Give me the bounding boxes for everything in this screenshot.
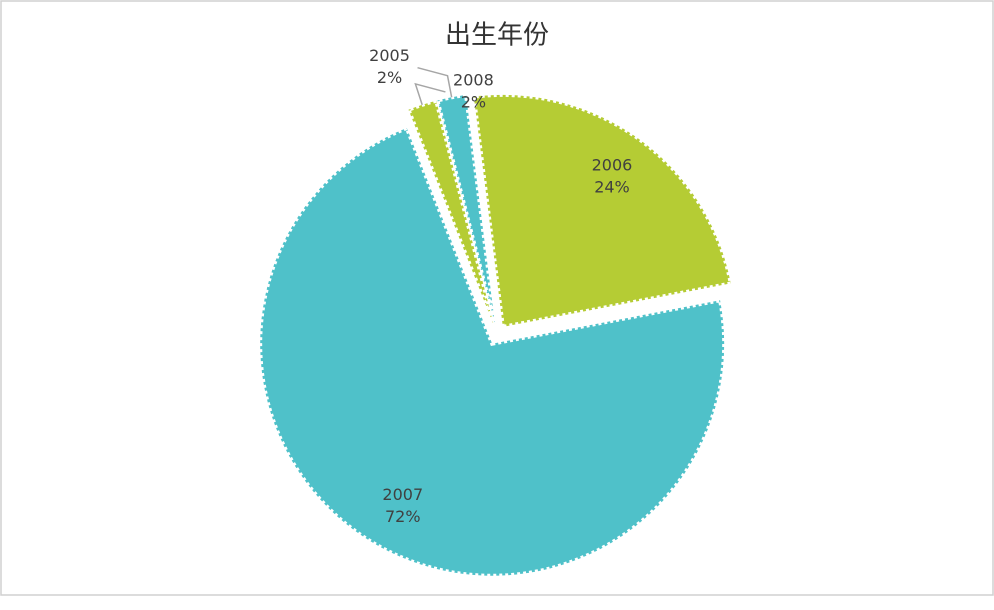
value-label: 2%: [377, 68, 402, 87]
chart-title: 出生年份: [445, 21, 549, 51]
leader-line: [417, 66, 453, 98]
pie-slice: [258, 125, 727, 578]
category-label: 2006: [592, 155, 633, 174]
pie-slice: [471, 92, 734, 330]
value-label: 72%: [385, 507, 421, 526]
category-label: 2008: [453, 70, 494, 89]
category-label: 2005: [369, 46, 410, 65]
leader-line: [414, 82, 446, 106]
value-label: 2%: [461, 92, 486, 111]
category-label: 2007: [382, 485, 423, 504]
value-label: 24%: [594, 177, 630, 196]
